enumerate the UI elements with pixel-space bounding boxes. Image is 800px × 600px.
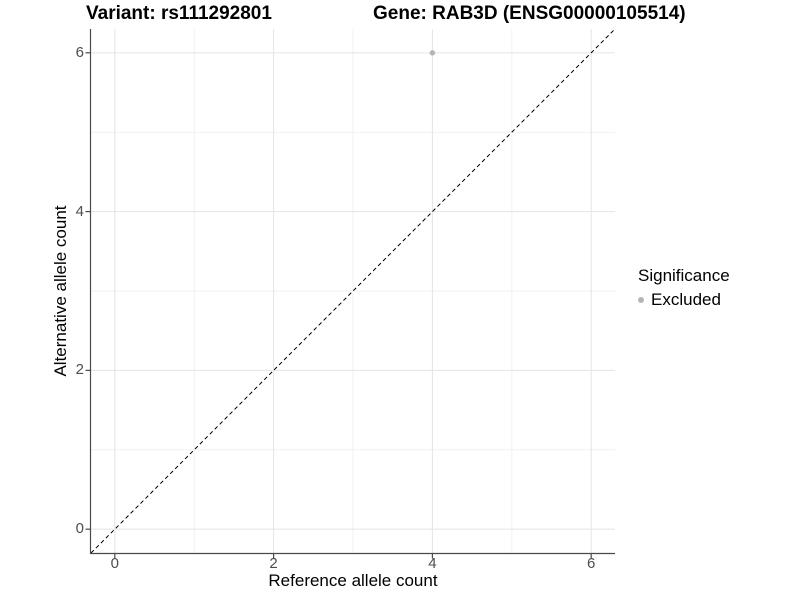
plot-title-variant: Variant: rs111292801: [86, 3, 272, 24]
identity-dashed-line: [90, 28, 616, 554]
y-tick-label: 4: [75, 202, 84, 220]
data-point-excluded: [429, 50, 436, 56]
y-tick-label: 2: [75, 361, 84, 379]
plot-title-gene: Gene: RAB3D (ENSG00000105514): [373, 3, 686, 24]
x-tick-label: 4: [428, 555, 437, 572]
legend-entry-excluded: Excluded: [638, 290, 730, 310]
y-tick-label: 0: [75, 520, 84, 538]
legend: Significance Excluded: [638, 266, 730, 310]
legend-entry-label: Excluded: [651, 290, 721, 309]
x-tick-label: 0: [110, 555, 119, 572]
legend-title: Significance: [638, 266, 730, 285]
x-axis-title: Reference allele count: [268, 571, 438, 590]
y-axis-title: Alternative allele count: [51, 205, 70, 377]
x-tick-label: 2: [269, 555, 278, 572]
y-tick-label: 6: [75, 43, 84, 61]
x-tick-label: 6: [587, 555, 596, 572]
excluded-dot-icon: [638, 297, 644, 303]
